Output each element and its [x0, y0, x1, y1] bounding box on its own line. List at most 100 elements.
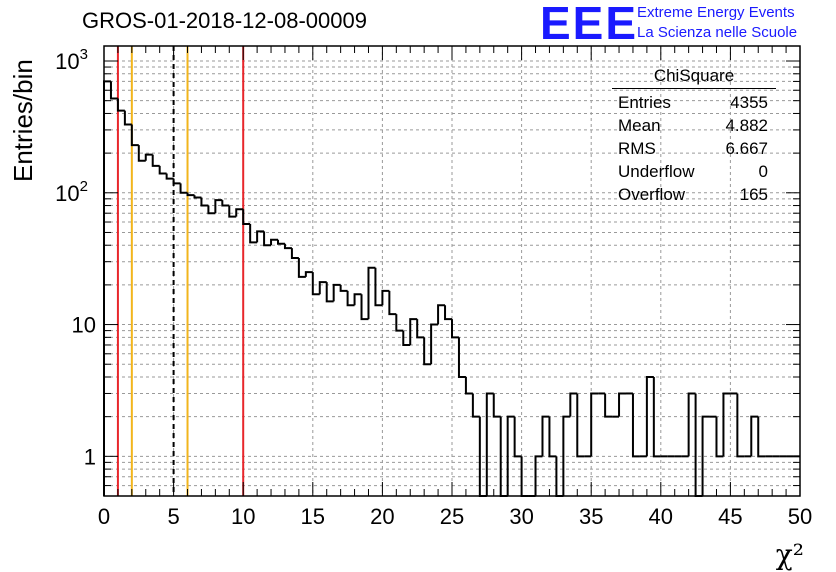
histogram-bin	[541, 415, 550, 457]
stats-value: 4355	[730, 93, 768, 112]
histogram-bin	[339, 284, 348, 292]
x-tick-label: 35	[579, 504, 603, 529]
histogram-bin	[590, 392, 599, 457]
histogram-bin	[444, 305, 452, 321]
stats-row: RMS 6.667	[612, 137, 776, 160]
chart-title: GROS-01-2018-12-08-00009	[82, 8, 367, 33]
histogram-bin	[200, 197, 209, 207]
histogram-bin	[715, 416, 724, 458]
histogram-bin	[513, 416, 522, 458]
histogram-bin	[722, 392, 731, 457]
histogram-bin	[123, 110, 132, 126]
y-tick-label: 1	[84, 444, 96, 469]
histogram-bin	[270, 238, 278, 246]
histogram-bin	[130, 124, 139, 147]
histogram-bin	[736, 393, 745, 458]
histogram-bin	[618, 392, 626, 417]
histogram-bin	[235, 208, 244, 217]
histogram-bin	[562, 415, 571, 496]
histogram-bin	[297, 257, 306, 278]
histogram-bin	[381, 289, 390, 306]
stats-label: RMS	[618, 139, 656, 158]
histogram-bin	[757, 416, 766, 458]
histogram-bin	[652, 376, 661, 458]
histogram-bin	[158, 165, 167, 175]
histogram-bin	[353, 293, 362, 306]
histogram-bin	[318, 281, 327, 295]
histogram-bin	[172, 178, 181, 185]
x-tick-label: 45	[718, 504, 742, 529]
stats-value: 0	[758, 162, 768, 181]
stats-box: ChiSquare Entries 4355 Mean 4.882 RMS 6.667…	[612, 66, 776, 206]
stats-value: 4.882	[725, 116, 768, 135]
stats-row: Overflow 165	[612, 183, 776, 206]
histogram-bin	[457, 337, 466, 378]
histogram-bin	[451, 319, 459, 339]
histogram-bin	[388, 290, 397, 316]
stats-title: ChiSquare	[612, 66, 776, 89]
histogram-bin	[221, 200, 230, 207]
stats-value: 6.667	[725, 139, 768, 158]
histogram-bin	[109, 81, 118, 100]
histogram-bin	[256, 230, 265, 243]
logo-letters: EEE	[540, 0, 639, 49]
histogram-bin	[416, 319, 425, 339]
logo-line2: La Scienza nelle Scuole	[637, 24, 798, 41]
histogram-bin	[290, 248, 299, 259]
histogram-bin	[144, 153, 153, 161]
histogram-bin	[228, 205, 237, 218]
y-tick-label: 102	[55, 178, 88, 206]
histogram-bin	[437, 304, 446, 325]
histogram-bin	[506, 415, 515, 496]
histogram-bin	[137, 145, 146, 162]
histogram-bin	[645, 375, 654, 457]
x-tick-label: 10	[231, 504, 255, 529]
stats-row: Entries 4355	[612, 91, 776, 114]
histogram-bin	[492, 393, 501, 418]
x-tick-label: 25	[440, 504, 464, 529]
histogram-bin	[332, 283, 341, 302]
histogram-bin	[179, 183, 188, 194]
histogram-bin	[576, 393, 585, 458]
histogram-bin	[165, 173, 174, 180]
eee-logo: EEE Extreme Energy Events La Scienza nel…	[540, 0, 830, 49]
stats-label: Entries	[618, 93, 671, 112]
histogram-bin	[193, 195, 202, 199]
histogram-bin	[604, 393, 613, 418]
histogram-bin	[283, 243, 292, 250]
histogram-bin	[687, 392, 696, 457]
histogram-bin	[311, 272, 320, 296]
histogram-bin	[263, 231, 272, 247]
x-tick-label: 15	[301, 504, 325, 529]
logo-line1: Extreme Energy Events	[637, 4, 795, 21]
histogram-bin	[116, 98, 125, 112]
x-axis-label: χ²	[775, 538, 804, 571]
stats-label: Underflow	[618, 162, 695, 181]
x-tick-label: 20	[370, 504, 394, 529]
histogram-bin	[402, 330, 411, 346]
stats-label: Overflow	[618, 185, 686, 204]
histogram-bin	[304, 271, 313, 277]
histogram-bin	[409, 318, 418, 345]
histogram-bin	[548, 416, 557, 458]
histogram-bin	[750, 415, 759, 457]
stats-label: Mean	[618, 116, 661, 135]
y-tick-label: 103	[55, 46, 88, 74]
x-tick-label: 30	[509, 504, 533, 529]
histogram-bin	[423, 337, 432, 366]
stats-value: 165	[739, 185, 768, 204]
stats-row: Underflow 0	[612, 160, 776, 183]
histogram-bin	[534, 455, 543, 496]
histogram-bin	[277, 239, 285, 245]
histogram-bin	[464, 376, 473, 395]
histogram-bin	[325, 282, 334, 303]
histogram-bin	[103, 80, 111, 496]
x-tick-label: 5	[167, 504, 179, 529]
histogram-bin	[471, 393, 480, 418]
histogram-bin	[367, 266, 376, 320]
histogram-bin	[151, 154, 160, 167]
histogram-bin	[485, 392, 494, 496]
histogram-bin	[430, 323, 439, 365]
stats-row: Mean 4.882	[612, 114, 776, 137]
